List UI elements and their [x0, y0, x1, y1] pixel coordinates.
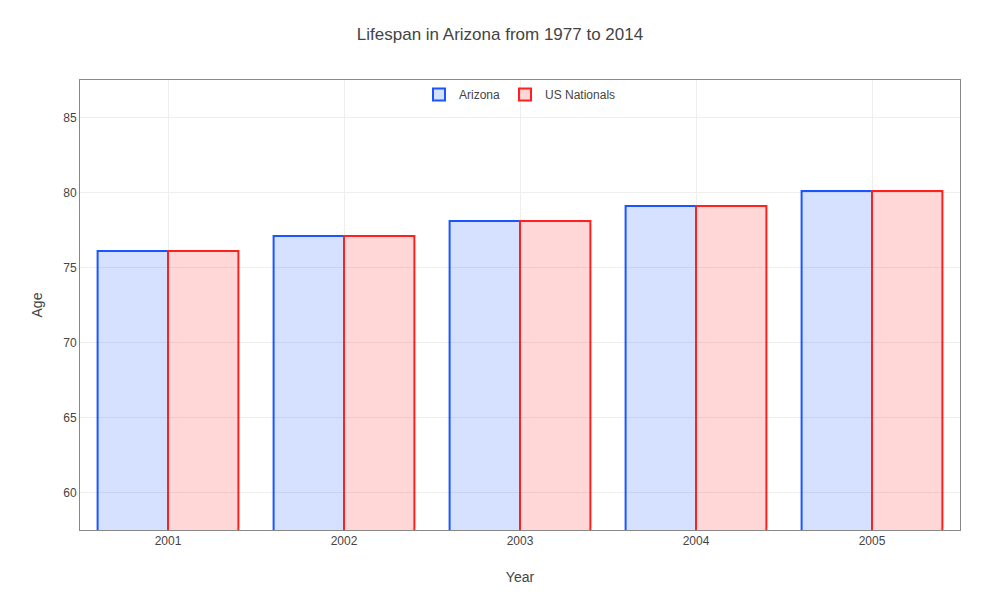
svg-text:2001: 2001	[155, 534, 182, 548]
svg-text:65: 65	[63, 411, 77, 425]
svg-text:Arizona: Arizona	[459, 88, 500, 102]
svg-text:2005: 2005	[859, 534, 886, 548]
svg-text:Lifespan in Arizona from 1977: Lifespan in Arizona from 1977 to 2014	[357, 25, 643, 44]
svg-text:75: 75	[63, 261, 77, 275]
svg-text:85: 85	[63, 111, 77, 125]
svg-text:2002: 2002	[331, 534, 358, 548]
svg-text:2004: 2004	[683, 534, 710, 548]
svg-text:US Nationals: US Nationals	[545, 88, 615, 102]
svg-text:60: 60	[63, 486, 77, 500]
svg-text:Age: Age	[29, 292, 45, 317]
svg-text:80: 80	[63, 186, 77, 200]
svg-text:Year: Year	[506, 569, 535, 585]
svg-text:70: 70	[63, 336, 77, 350]
svg-text:2003: 2003	[507, 534, 534, 548]
